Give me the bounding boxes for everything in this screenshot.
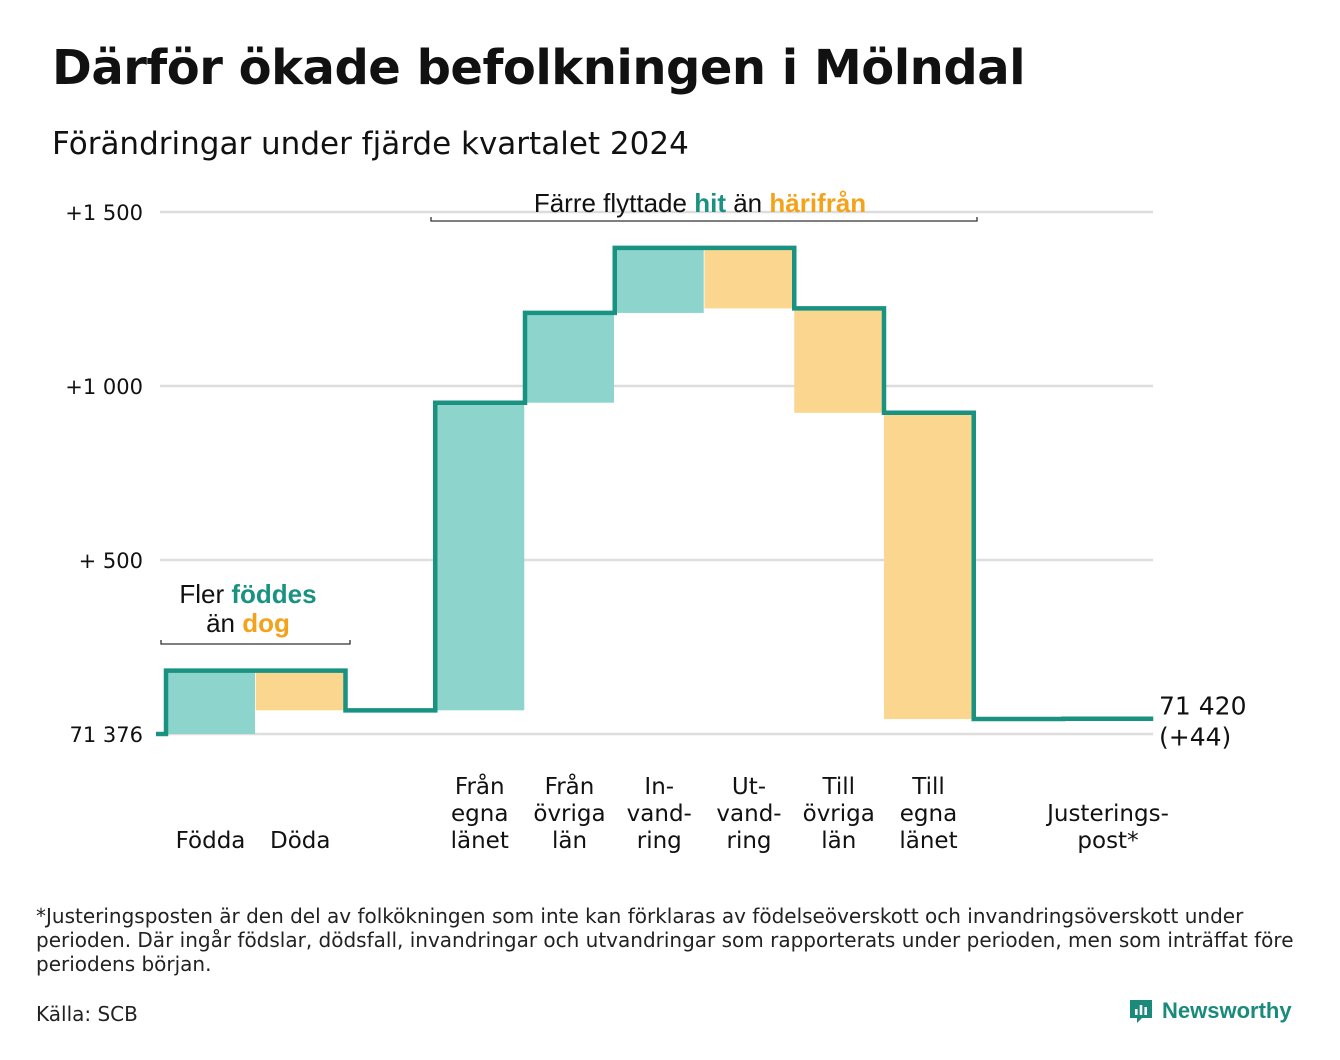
migration-annotation-mid: än — [726, 188, 769, 218]
bar-8 — [884, 412, 973, 720]
migration-annotation: Färre flyttade hit än härifrån — [534, 188, 866, 218]
chart-subtitle: Förändringar under fjärde kvartalet 2024 — [52, 126, 689, 162]
newsworthy-logo: Newsworthy — [1128, 998, 1292, 1024]
category-label-1: Döda — [270, 828, 330, 854]
category-label-3: Från egna länet — [451, 772, 509, 854]
bar-6 — [704, 247, 794, 309]
cumulative-step-line — [156, 245, 1154, 737]
footnote: *Justeringsposten är den del av folkökni… — [36, 904, 1294, 976]
category-label-5: In-vand-ring — [627, 774, 692, 854]
y-tick-label-0: 71 376 — [70, 723, 143, 747]
chart-title: Därför ökade befolkningen i Mölndal — [52, 40, 1026, 96]
category-label-8: Till egna länet — [899, 774, 957, 854]
bar-4 — [525, 312, 614, 403]
bar-0 — [166, 670, 255, 734]
category-label-6: Ut-vand-ring — [716, 774, 781, 854]
end-value-label: 71 420 — [1159, 692, 1246, 721]
births-annotation-line2: än dog — [206, 608, 290, 638]
births-annotation-line1: Fler föddes — [179, 579, 316, 609]
births-annotation-highlight-in: föddes — [231, 579, 316, 609]
births-annotation-mid: än — [206, 608, 242, 638]
logo-text: Newsworthy — [1162, 998, 1292, 1023]
migration-annotation-highlight-out: härifrån — [769, 188, 866, 218]
migration-annotation-prefix: Färre flyttade — [534, 188, 694, 218]
bar-7 — [794, 308, 884, 413]
end-change-label: (+44) — [1159, 723, 1231, 752]
migration-annotation-highlight-in: hit — [694, 188, 726, 218]
births-annotation-prefix: Fler — [179, 579, 231, 609]
y-tick-label-2: +1 000 — [65, 375, 143, 399]
births-annotation-highlight-out: dog — [242, 608, 290, 638]
y-tick-label-3: +1 500 — [65, 201, 143, 225]
source-note: Källa: SCB — [36, 1002, 138, 1026]
waterfall-chart: 71 376 + 500 +1 000 +1 500 Födda Döda Från egna… — [65, 188, 1246, 854]
category-label-0: Födda — [176, 828, 246, 854]
bar-3 — [435, 402, 525, 711]
births-bracket — [160, 640, 351, 645]
category-label-10: Justerings-post* — [1045, 801, 1169, 854]
bar-1 — [255, 670, 345, 711]
y-tick-label-1: + 500 — [79, 549, 143, 573]
migration-bracket — [430, 217, 978, 222]
category-label-7: Till övriga län — [803, 774, 875, 854]
bar-5 — [614, 247, 704, 313]
category-label-4: Från övriga län — [533, 772, 605, 854]
newsworthy-logo-icon — [1130, 1000, 1152, 1023]
